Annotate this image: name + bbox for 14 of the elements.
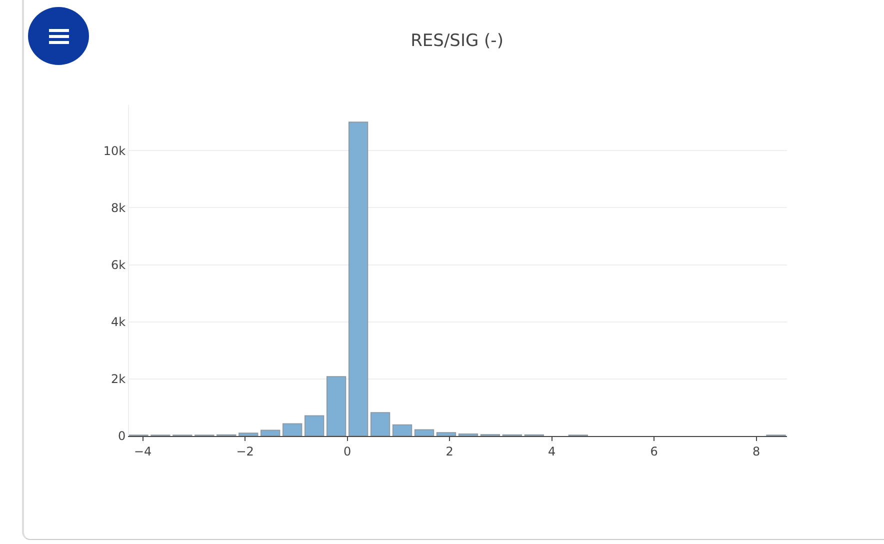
x-tick-label: 0 xyxy=(343,444,352,458)
x-tick-label: 8 xyxy=(752,444,760,458)
y-tick-label: 0 xyxy=(118,429,126,444)
y-tick-label: 10k xyxy=(103,144,126,158)
y-tick-label: 4k xyxy=(111,315,126,330)
x-tick-label: 2 xyxy=(446,444,454,458)
y-tick-label: 8k xyxy=(111,200,126,215)
y-tick-label: 2k xyxy=(111,372,126,386)
x-tick-label: 6 xyxy=(650,444,658,458)
x-tick-label: −2 xyxy=(236,444,254,458)
y-tick-label: 6k xyxy=(111,258,126,272)
x-tick-label: −4 xyxy=(134,444,152,458)
x-tick-label: 4 xyxy=(548,444,556,458)
chart-title: RES/SIG (-) xyxy=(410,30,504,51)
